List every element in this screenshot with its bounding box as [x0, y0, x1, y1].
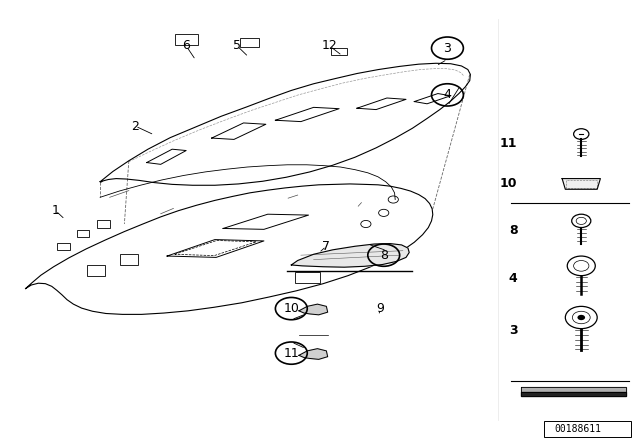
- Bar: [175, 34, 198, 45]
- Text: 4: 4: [444, 88, 451, 101]
- Bar: [241, 38, 259, 47]
- Bar: [294, 271, 320, 283]
- Text: 12: 12: [322, 39, 337, 52]
- Text: 3: 3: [444, 42, 451, 55]
- Polygon shape: [291, 244, 409, 267]
- Polygon shape: [562, 179, 600, 189]
- Polygon shape: [299, 304, 328, 315]
- Polygon shape: [299, 349, 328, 359]
- Bar: [77, 230, 90, 237]
- Text: 9: 9: [376, 302, 385, 315]
- Text: 6: 6: [182, 39, 190, 52]
- Bar: [332, 47, 347, 55]
- Text: 8: 8: [509, 224, 518, 237]
- Text: 5: 5: [233, 39, 241, 52]
- Text: 11: 11: [284, 347, 300, 360]
- Bar: [97, 220, 109, 228]
- Text: 8: 8: [380, 249, 388, 262]
- Text: 1: 1: [52, 204, 60, 217]
- Text: 3: 3: [509, 324, 518, 337]
- Bar: [87, 265, 104, 276]
- Text: 2: 2: [131, 120, 139, 133]
- Polygon shape: [521, 392, 626, 396]
- Circle shape: [577, 315, 585, 320]
- Bar: [566, 180, 596, 188]
- Bar: [58, 243, 70, 250]
- Text: 00188611: 00188611: [555, 424, 602, 434]
- Text: 4: 4: [509, 272, 518, 285]
- Text: 10: 10: [284, 302, 300, 315]
- Text: 10: 10: [500, 177, 518, 190]
- Text: 11: 11: [500, 138, 518, 151]
- Text: 7: 7: [323, 240, 330, 253]
- Polygon shape: [521, 388, 626, 392]
- Bar: [120, 254, 138, 265]
